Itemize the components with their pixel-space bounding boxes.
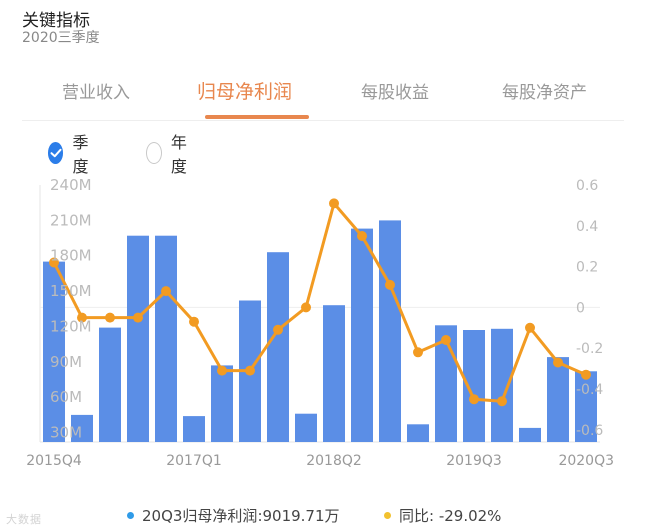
y-right-tick-label: 0 [576, 300, 585, 316]
y-left-tick-label: 210M [50, 211, 92, 229]
tab-net-profit[interactable]: 归母净利润 [197, 81, 293, 103]
bar-2017Q2 [211, 365, 233, 442]
bar-2020Q1 [519, 427, 541, 442]
yoy-point-2019Q4 [497, 396, 507, 407]
bar-2018Q4 [379, 220, 401, 442]
legend-net-profit-text: 20Q3归母净利润:9019.71万 [142, 506, 340, 525]
bar-2016Q1 [71, 414, 93, 442]
bar-2016Q3 [127, 235, 149, 442]
legend-yoy-text: 同比: -29.02% [399, 506, 502, 525]
x-tick-label: 2017Q1 [166, 453, 222, 469]
yoy-point-2017Q4 [273, 324, 283, 335]
bar-2018Q1 [295, 413, 317, 442]
yoy-point-2019Q3 [469, 394, 479, 405]
legend-dot-yellow [384, 511, 391, 519]
page-title: 关键指标 [22, 11, 90, 31]
y-left-tick-label: 120M [50, 318, 92, 336]
yoy-point-2020Q1 [525, 322, 535, 333]
yoy-point-2019Q2 [441, 335, 451, 345]
net-profit-chart: 240M 210M 180M 150M 120M 90M 60M 30M 0.6 0.4 0.2 0 -… [26, 176, 614, 469]
legend-yoy: 同比: -29.02% [384, 505, 501, 525]
yoy-point-2018Q1 [301, 302, 311, 313]
bar-2019Q3 [463, 330, 485, 442]
bar-2017Q1 [183, 416, 205, 442]
yoy-point-2016Q3 [133, 312, 143, 323]
yoy-point-2017Q2 [217, 365, 227, 376]
y-left-tick-label: 240M [50, 176, 92, 194]
bar-2015Q4 [43, 261, 65, 442]
x-tick-label: 2018Q2 [306, 453, 362, 469]
y-right-tick-label: 0.2 [576, 260, 598, 276]
yoy-point-2019Q1 [413, 347, 423, 358]
bar-2018Q3 [351, 228, 373, 442]
y-right-tick-label: -0.2 [576, 341, 603, 357]
toggle-quarterly-label: 季度 [72, 133, 89, 176]
bar-2019Q4 [491, 328, 513, 442]
tab-bvps[interactable]: 每股净资产 [502, 83, 587, 103]
y-right-tick-label: -0.4 [576, 382, 603, 398]
tab-revenue[interactable]: 营业收入 [62, 83, 130, 103]
yoy-point-2020Q3 [581, 369, 591, 380]
legend-net-profit: 20Q3归母净利润:9019.71万 [127, 505, 340, 525]
y-right-tick-label: 0.6 [576, 178, 598, 194]
yoy-point-2016Q4 [161, 286, 171, 297]
toggle-yearly-label: 年度 [170, 133, 187, 176]
active-tab-indicator [205, 115, 309, 119]
check-circle-icon [48, 142, 64, 164]
legend-dot-blue [127, 511, 134, 519]
yoy-point-2017Q3 [245, 365, 255, 376]
bar-2018Q2 [323, 305, 345, 442]
page-subtitle: 2020三季度 [22, 30, 100, 46]
y-left-tick-label: 180M [50, 247, 92, 265]
bar-2020Q3 [575, 371, 597, 442]
bar-2020Q2 [547, 357, 569, 442]
y-left-tick-label: 90M [50, 353, 82, 371]
tab-eps[interactable]: 每股收益 [361, 83, 429, 103]
yoy-point-2015Q4 [49, 257, 59, 268]
y-left-tick-label: 60M [50, 388, 82, 406]
bar-2017Q4 [267, 252, 289, 442]
x-tick-label: 2015Q4 [26, 453, 82, 469]
yoy-point-2018Q2 [329, 198, 339, 209]
y-right-tick-label: -0.6 [576, 423, 603, 439]
watermark: 大数据 [6, 513, 42, 526]
yoy-point-2016Q1 [77, 312, 87, 323]
bar-2016Q4 [155, 235, 177, 442]
metric-tabs: 营业收入 归母净利润 每股收益 每股净资产 [22, 68, 624, 121]
y-left-tick-label: 150M [50, 282, 92, 300]
yoy-point-2018Q4 [385, 279, 395, 290]
bar-2016Q2 [99, 327, 121, 442]
empty-circle-icon [146, 142, 162, 164]
toggle-yearly[interactable]: 年度 [146, 133, 193, 176]
y-right-tick-label: 0.4 [576, 219, 598, 235]
x-tick-label: 2019Q3 [446, 453, 502, 469]
yoy-point-2017Q1 [189, 316, 199, 327]
toggle-quarterly[interactable]: 季度 [48, 133, 95, 176]
x-tick-label: 2020Q3 [558, 453, 614, 469]
yoy-point-2018Q3 [357, 231, 367, 241]
y-left-tick-label: 30M [50, 424, 82, 442]
yoy-point-2020Q2 [553, 357, 563, 368]
yoy-point-2016Q2 [105, 312, 115, 323]
bar-2019Q1 [407, 424, 429, 442]
